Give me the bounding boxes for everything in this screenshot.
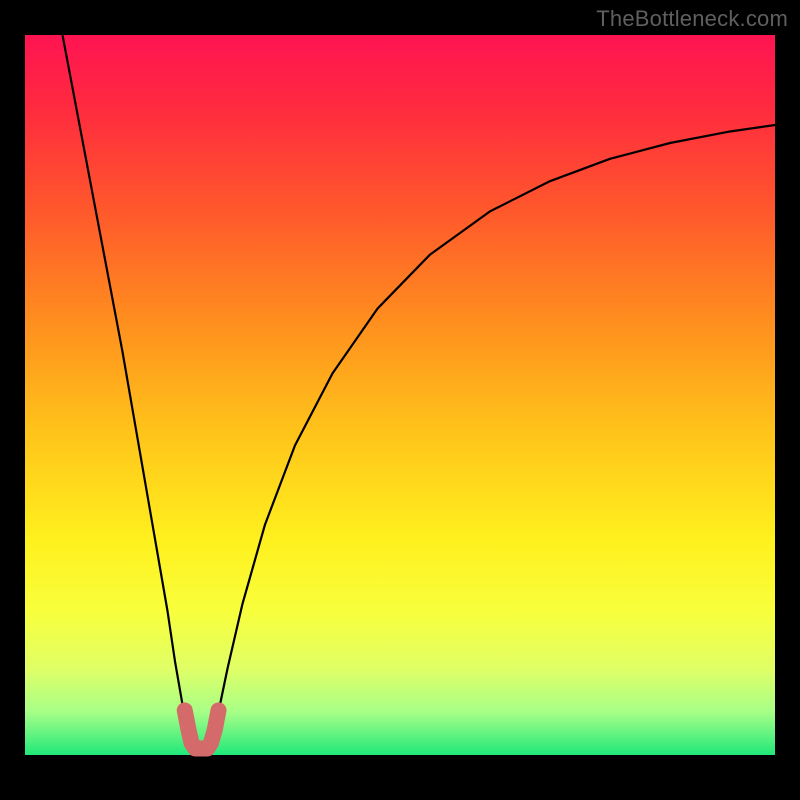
chart-container: TheBottleneck.com xyxy=(0,0,800,800)
bottleneck-chart xyxy=(0,0,800,800)
plot-background xyxy=(25,35,775,755)
watermark-text: TheBottleneck.com xyxy=(596,6,788,32)
